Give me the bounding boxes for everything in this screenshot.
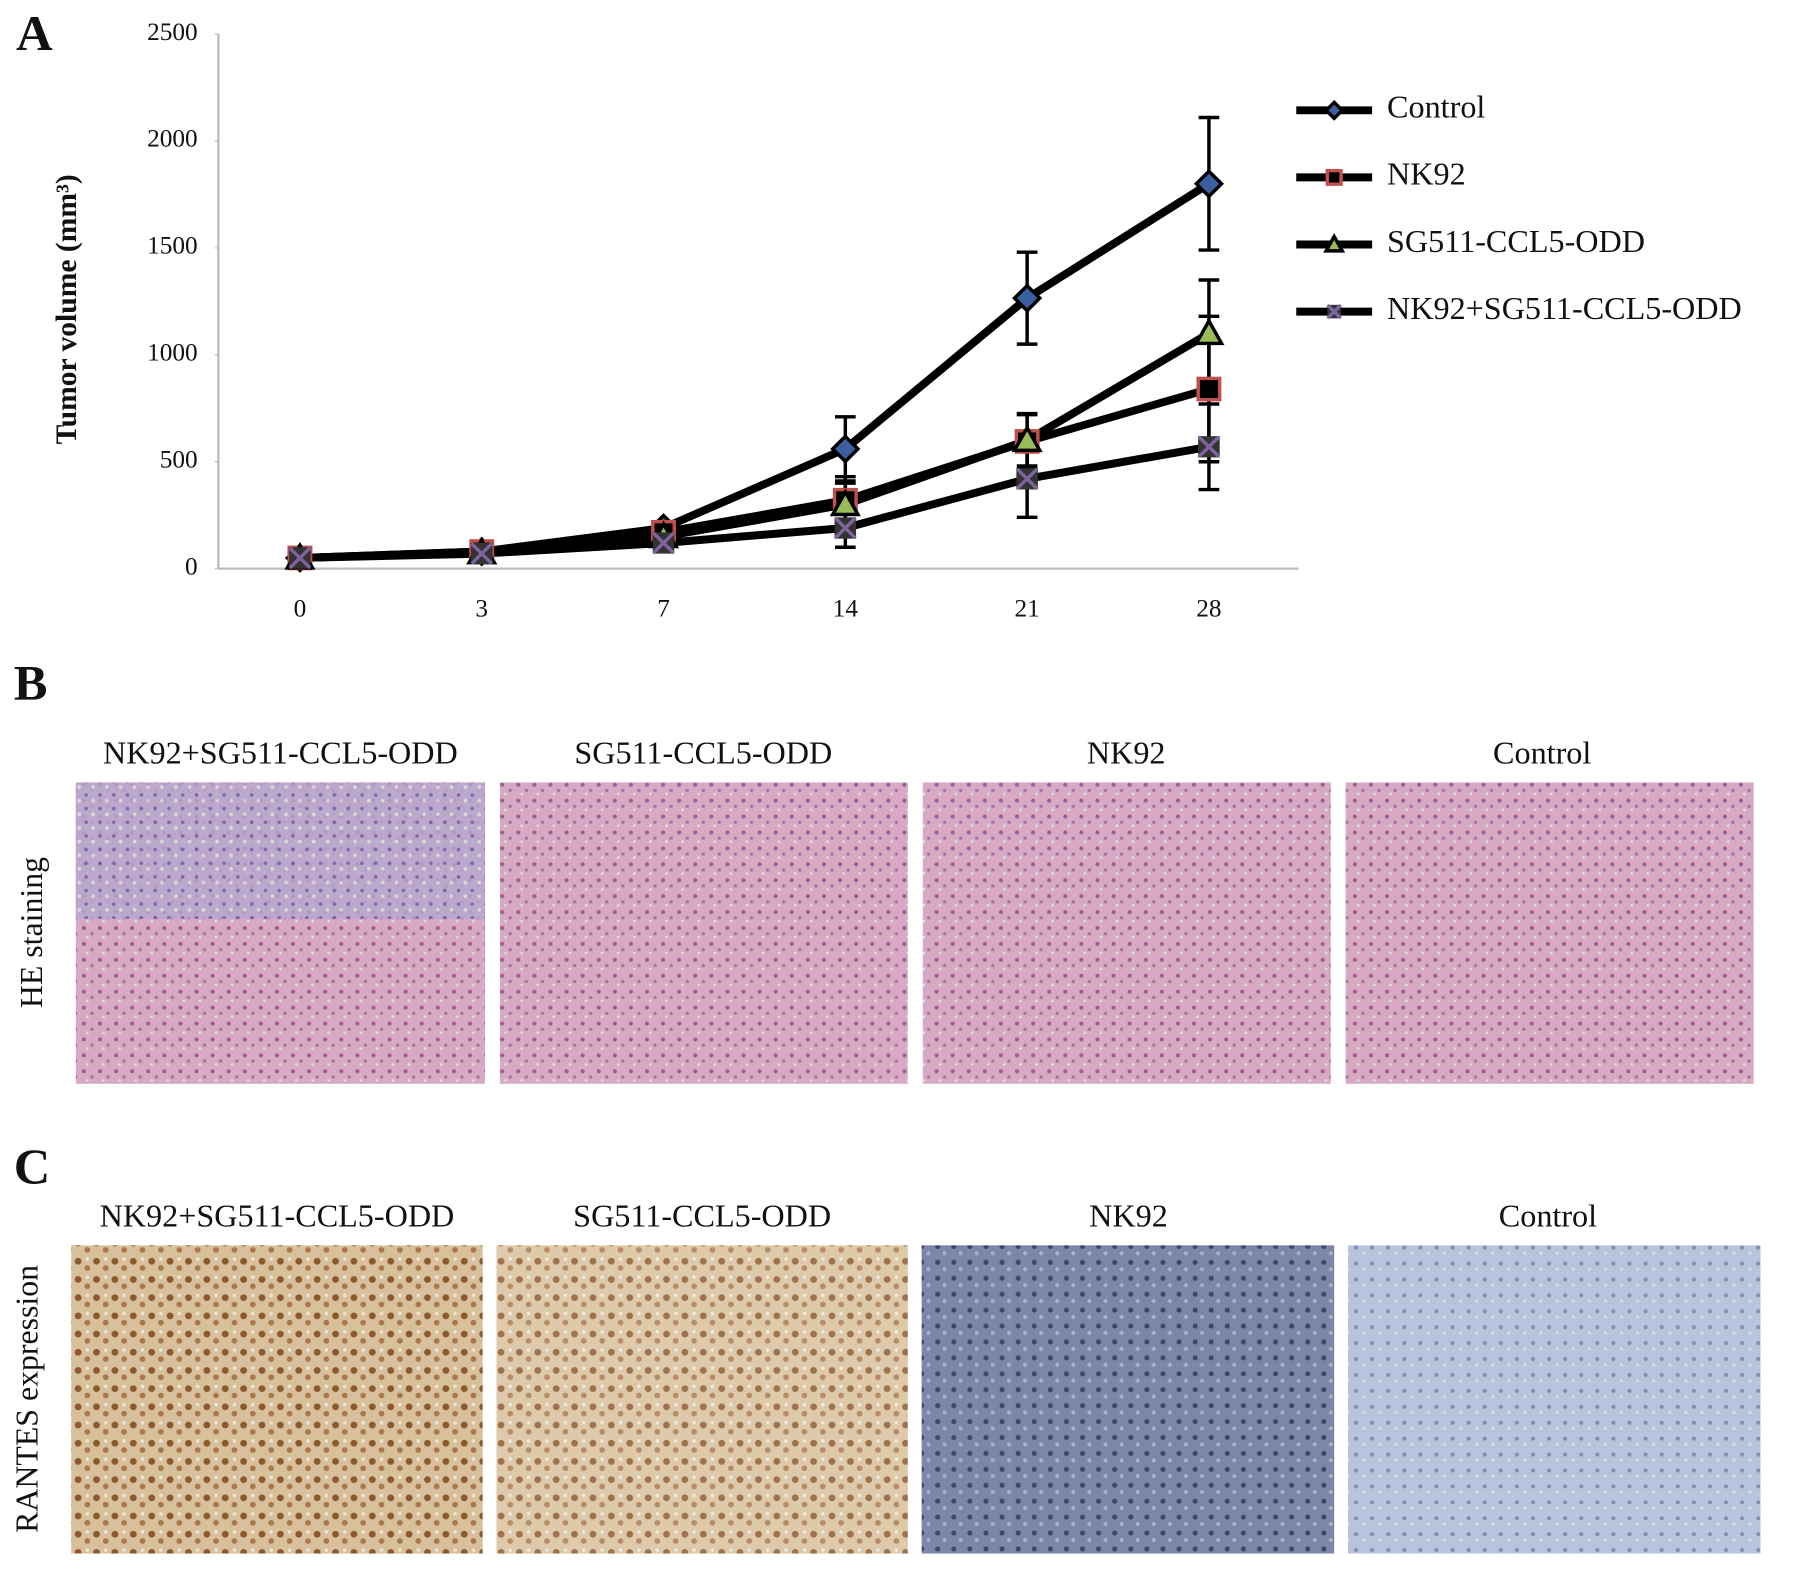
y-axis-label: Tumor volume (mm³)	[51, 174, 83, 444]
marker-x	[1326, 304, 1342, 320]
row-label: RANTES expression	[8, 1265, 44, 1533]
histology-image	[922, 782, 1331, 1084]
legend-marker	[1323, 99, 1345, 121]
ihc-images	[71, 1245, 1761, 1554]
legend-label: NK92+SG511-CCL5-ODD	[1387, 290, 1742, 326]
legend-label: Control	[1387, 89, 1485, 125]
y-tick-label: 1000	[147, 340, 198, 367]
x-tick-label: 21	[1014, 596, 1039, 623]
x-tick-label: 28	[1196, 596, 1221, 623]
marker-x	[1015, 467, 1039, 491]
series-line	[299, 180, 1212, 562]
marker	[833, 516, 857, 540]
series-line	[299, 442, 1210, 562]
marker	[1196, 376, 1222, 402]
marker	[1193, 168, 1225, 199]
y-tick-label: 0	[185, 553, 198, 580]
image-title: NK92	[1089, 1198, 1168, 1234]
marker	[1197, 435, 1221, 458]
legend-label: NK92	[1387, 156, 1466, 192]
marker-x	[833, 516, 857, 540]
marker	[830, 433, 861, 464]
x-tick-label: 7	[657, 596, 670, 623]
image-title: Control	[1499, 1198, 1597, 1234]
x-tick-label: 14	[833, 596, 859, 623]
legend-entry: NK92	[1296, 156, 1466, 192]
y-tick-label: 2500	[147, 19, 198, 46]
histology-image	[921, 1245, 1335, 1554]
y-tick-label: 1500	[147, 233, 198, 260]
image-title: NK92+SG511-CCL5-ODD	[100, 1198, 455, 1234]
marker	[829, 488, 861, 517]
histology-image	[71, 1245, 483, 1554]
he-images	[75, 782, 1754, 1084]
marker	[470, 542, 494, 565]
image-title: Control	[1493, 735, 1591, 771]
legend-label: SG511-CCL5-ODD	[1387, 223, 1645, 259]
marker-x	[1197, 435, 1221, 458]
marker-x	[470, 542, 494, 565]
legend-entry: NK92+SG511-CCL5-ODD	[1296, 290, 1742, 326]
marker	[1015, 467, 1039, 491]
marker	[288, 546, 312, 570]
histology-image	[1345, 782, 1754, 1084]
row-label: HE staining	[13, 857, 49, 1008]
image-title: NK92	[1087, 735, 1166, 771]
panel-label: A	[16, 5, 53, 61]
marker	[1193, 317, 1225, 346]
legend-marker	[1323, 233, 1346, 253]
marker-x	[652, 531, 675, 555]
legend-marker	[1326, 304, 1342, 320]
histology-image	[499, 782, 908, 1084]
panel-label: C	[14, 1138, 51, 1194]
marker	[1012, 283, 1043, 314]
y-tick-label: 2000	[147, 126, 198, 153]
marker	[1011, 424, 1043, 453]
image-title: SG511-CCL5-ODD	[573, 1198, 831, 1234]
histology-image	[1347, 1245, 1761, 1554]
x-tick-label: 3	[475, 596, 488, 623]
histology-image	[496, 1245, 908, 1554]
histology-image	[75, 782, 485, 919]
y-tick-label: 500	[160, 447, 198, 474]
x-tick-label: 0	[294, 596, 307, 623]
panel-label: B	[14, 655, 48, 711]
image-title: SG511-CCL5-ODD	[574, 735, 832, 771]
series-line	[299, 330, 1211, 562]
image-title: NK92+SG511-CCL5-ODD	[103, 735, 458, 771]
legend-entry: SG511-CCL5-ODD	[1296, 223, 1645, 259]
legend-marker	[1325, 168, 1343, 186]
marker	[652, 531, 675, 555]
marker-x	[288, 546, 312, 570]
legend-entry: Control	[1296, 89, 1485, 125]
